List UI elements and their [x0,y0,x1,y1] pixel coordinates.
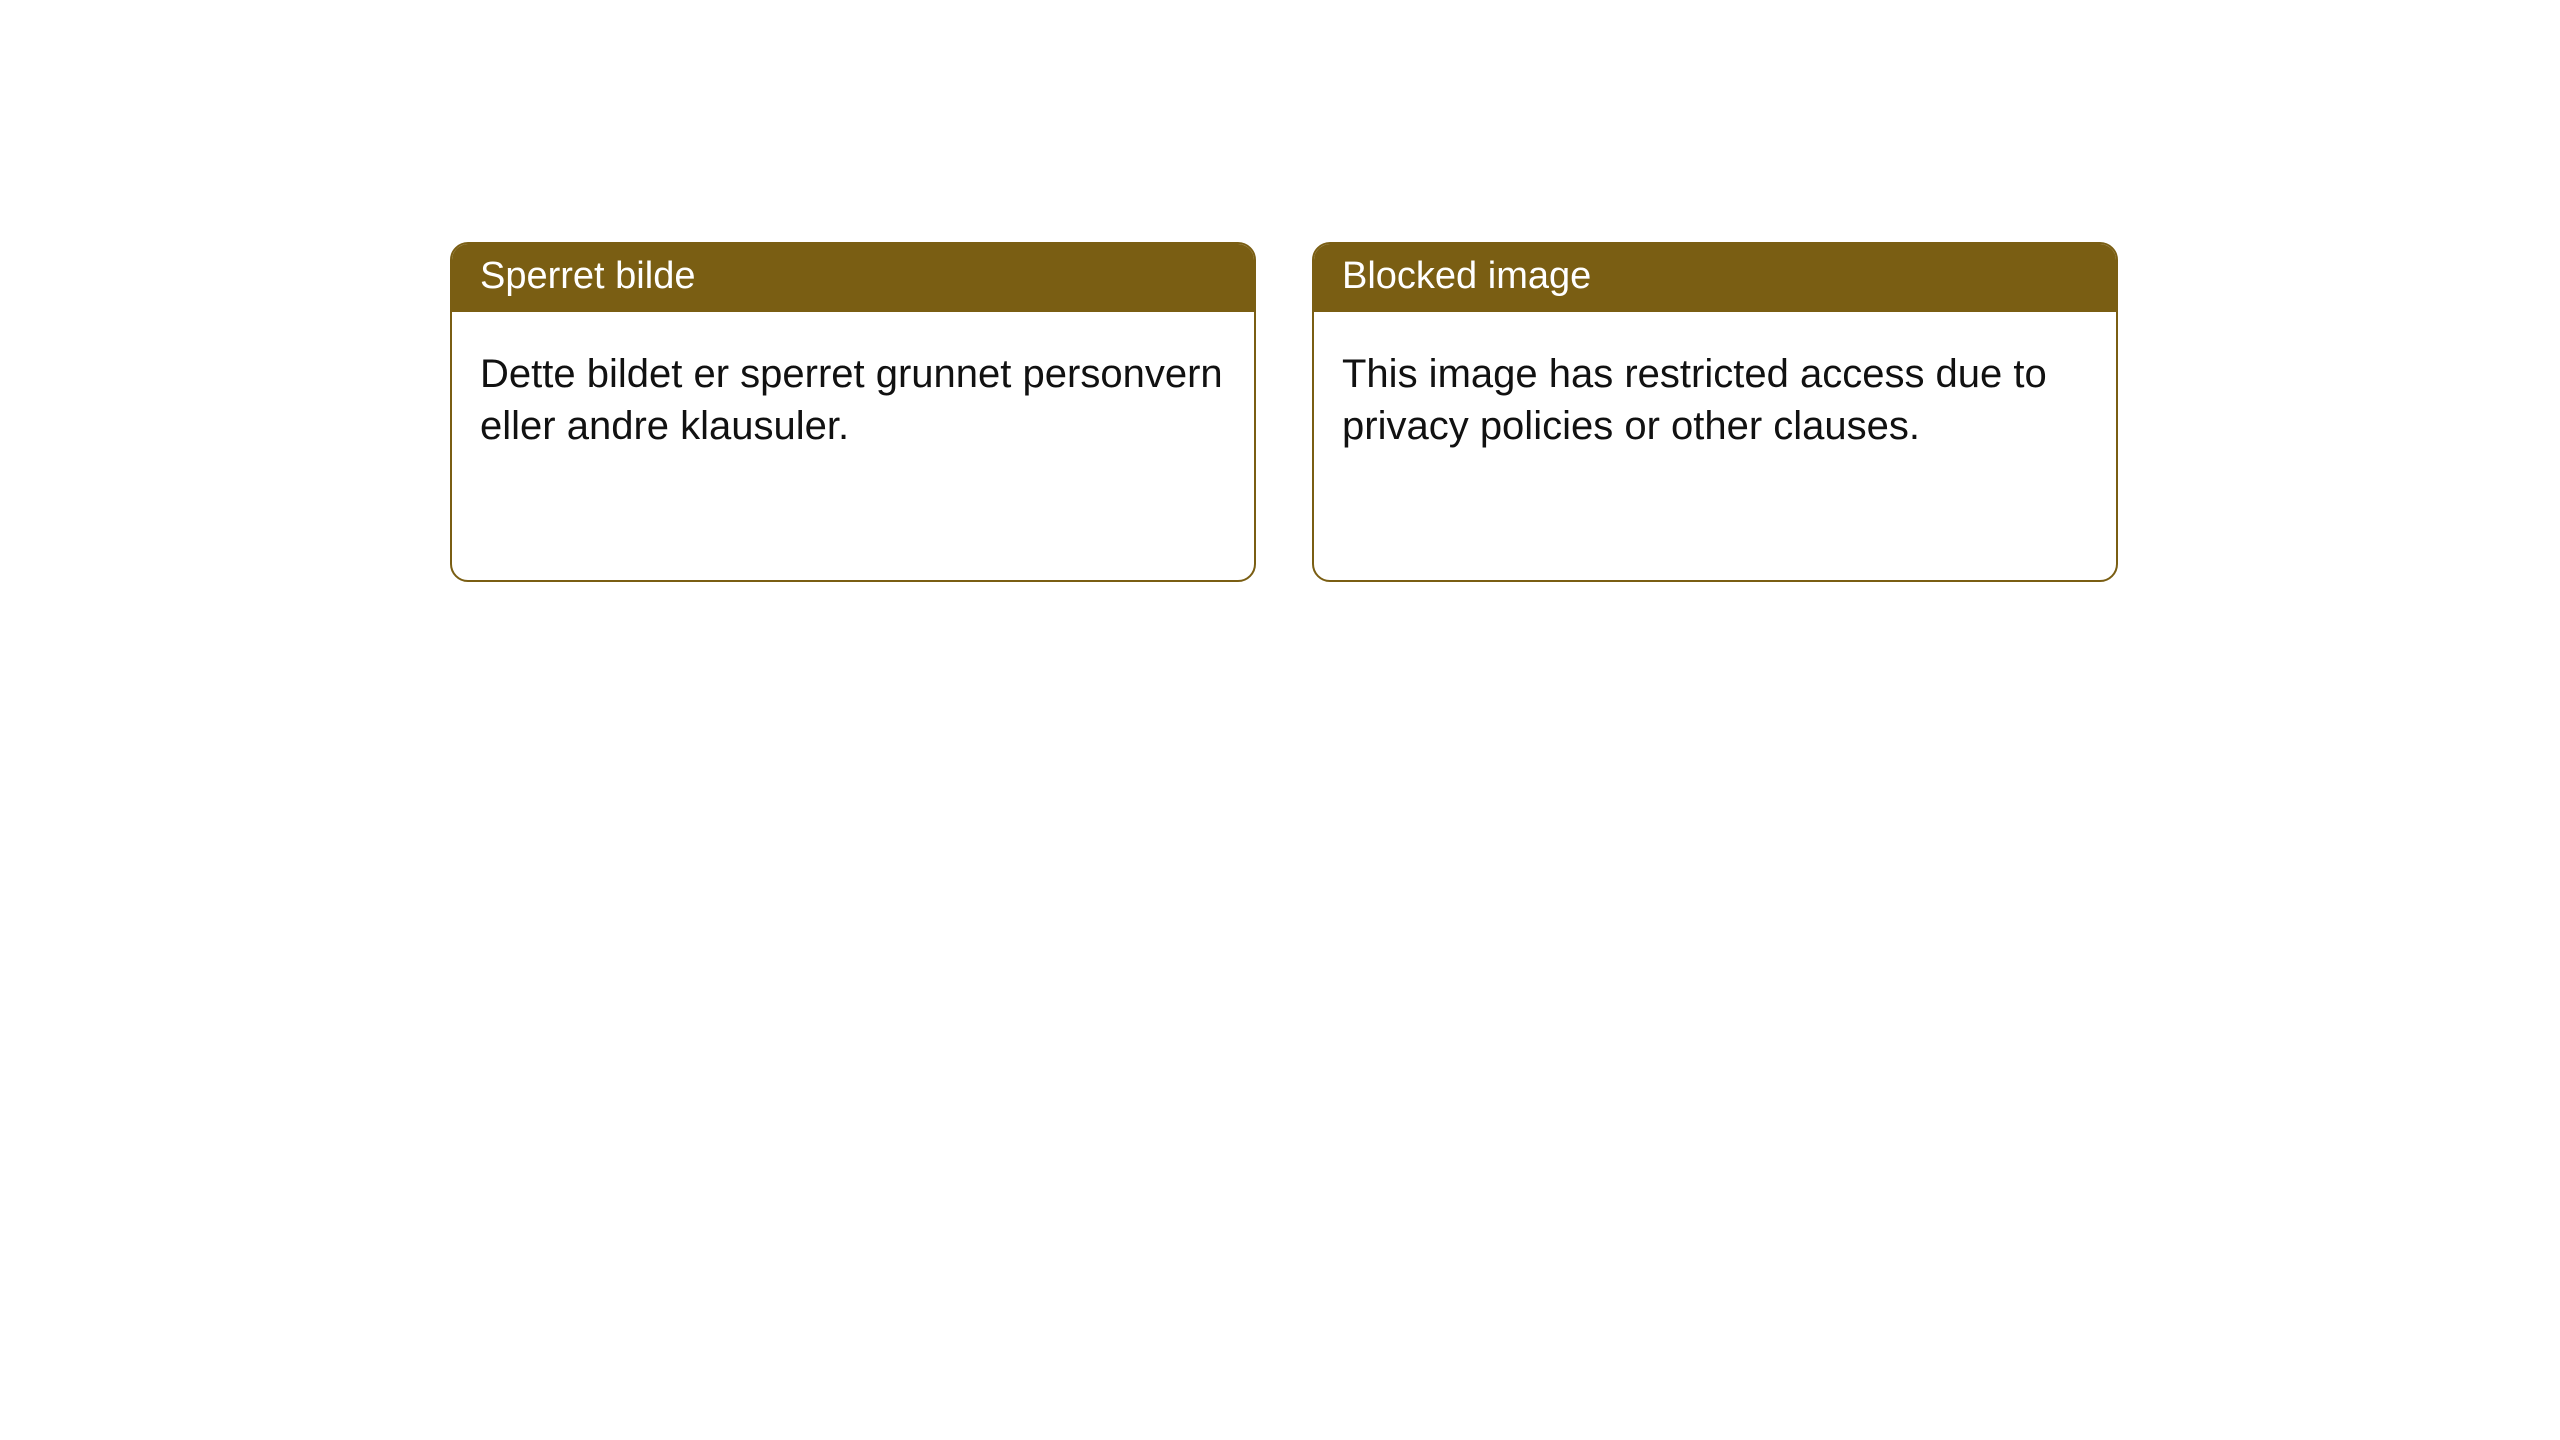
notice-card-english: Blocked image This image has restricted … [1312,242,2118,582]
notice-body-english: This image has restricted access due to … [1314,312,2116,480]
notice-body-norwegian: Dette bildet er sperret grunnet personve… [452,312,1254,480]
notice-container: Sperret bilde Dette bildet er sperret gr… [0,0,2560,582]
notice-title-english: Blocked image [1314,244,2116,312]
notice-title-norwegian: Sperret bilde [452,244,1254,312]
notice-card-norwegian: Sperret bilde Dette bildet er sperret gr… [450,242,1256,582]
